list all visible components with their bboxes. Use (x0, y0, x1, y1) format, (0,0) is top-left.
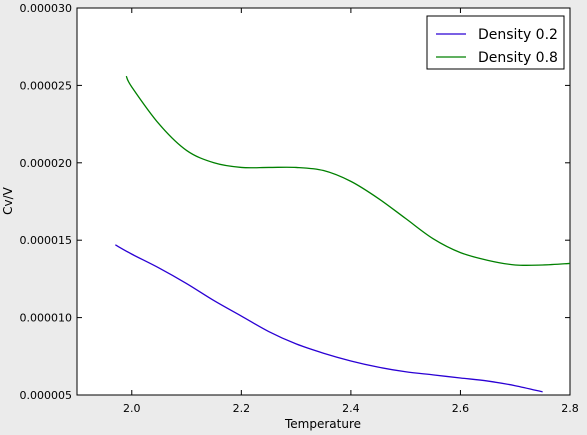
x-tick-label: 2.4 (342, 402, 360, 415)
y-tick-label: 0.000025 (20, 79, 73, 92)
x-tick-label: 2.2 (233, 402, 251, 415)
x-tick-label: 2.6 (452, 402, 470, 415)
y-tick-label: 0.000010 (20, 312, 73, 325)
y-tick-label: 0.000020 (20, 157, 73, 170)
y-axis-label: Cv/V (1, 186, 15, 215)
legend-label-density-0-8: Density 0.8 (478, 50, 558, 66)
legend-label-density-0-2: Density 0.2 (478, 27, 558, 43)
plot-area (76, 7, 571, 396)
x-tick-label: 2.0 (123, 402, 141, 415)
axis-ticks: 2.0 2.2 2.4 2.6 2.8 0.000005 0.000010 0.000015 0… (20, 2, 579, 415)
legend-box (426, 15, 565, 70)
series-line-density-0-2 (115, 244, 543, 393)
series-line-density-0-8 (125, 75, 571, 267)
x-axis-label: Temperature (284, 417, 361, 431)
x-tick-label: 2.8 (561, 402, 579, 415)
legend: Density 0.2 Density 0.8 (426, 15, 565, 70)
y-tick-label: 0.000005 (20, 389, 73, 402)
y-tick-label: 0.000030 (20, 2, 73, 15)
series-lines (115, 75, 571, 393)
y-tick-label: 0.000015 (20, 234, 73, 247)
